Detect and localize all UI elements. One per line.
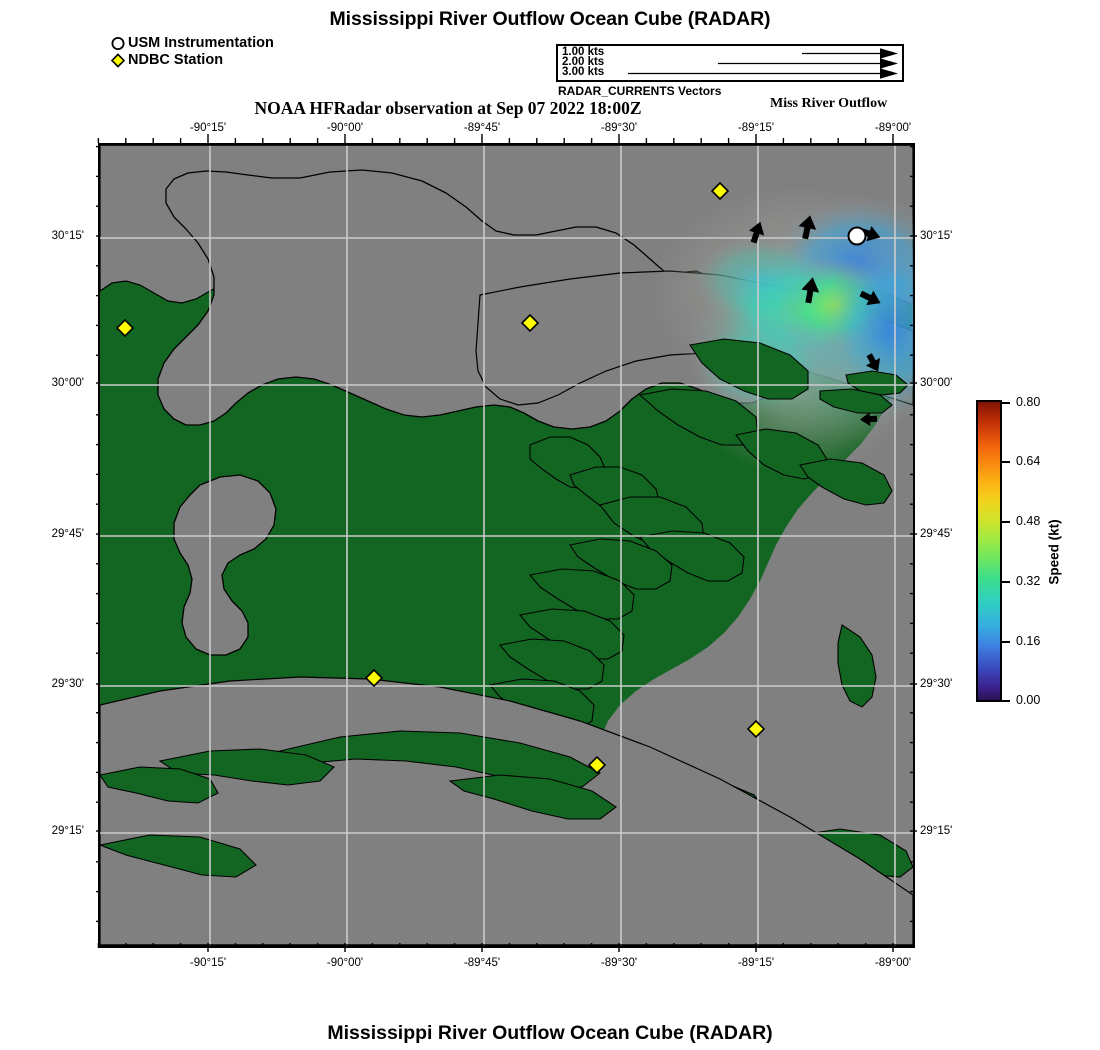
vector-legend-row-3: 3.00 kts: [558, 66, 902, 79]
lat-label-left-0: 30°15': [51, 230, 84, 242]
lon-label-top-4: -89°15': [737, 122, 775, 134]
vector-arrow-2-icon: [718, 58, 898, 69]
lon-label-bottom-5: -89°00': [874, 957, 912, 969]
legend-label-usm: USM Instrumentation: [128, 35, 274, 51]
land-polygon-island-sw: [173, 474, 277, 656]
map-subtitle: NOAA HFRadar observation at Sep 07 2022 …: [254, 98, 642, 118]
current-vector-arrow: [749, 221, 765, 244]
colorbar-tick-0: [1002, 402, 1010, 404]
lon-label-bottom-1: -90°00': [326, 957, 364, 969]
page-title: Mississippi River Outflow Ocean Cube (RA…: [329, 8, 771, 30]
current-vector-arrow: [798, 215, 817, 240]
vector-legend-label-2: 2.00 kts: [562, 56, 605, 68]
colorbar-title: Speed (kt): [1046, 519, 1062, 585]
colorbar-tick-1: [1002, 461, 1010, 463]
vector-legend-label-1: 1.00 kts: [562, 46, 605, 58]
lat-label-right-0: 30°15': [920, 230, 953, 242]
gulf-water-gray: [220, 315, 913, 946]
ndbc-station-marker[interactable]: [746, 719, 766, 739]
lon-label-top-2: -89°45': [463, 122, 501, 134]
colorbar-label-1: 0.64: [1016, 454, 1041, 468]
usm-instrumentation-marker[interactable]: [847, 226, 867, 246]
station-markers[interactable]: [115, 181, 867, 775]
vector-legend-label-3: 3.00 kts: [562, 66, 605, 78]
current-vector-arrow: [860, 412, 878, 427]
colorbar-tick-5: [1002, 700, 1010, 702]
ndbc-station-marker[interactable]: [710, 181, 730, 201]
lon-label-top-3: -89°30': [600, 122, 638, 134]
colorbar-tick-3: [1002, 581, 1010, 583]
colorbar-label-0: 0.80: [1016, 395, 1041, 409]
lat-label-left-4: 29°15': [51, 825, 84, 837]
south-marsh: [100, 730, 617, 878]
lat-label-left-1: 30°00': [51, 377, 84, 389]
footer-title: Mississippi River Outflow Ocean Cube (RA…: [327, 1022, 773, 1044]
vector-scale-legend: 1.00 kts 2.00 kts 3.00 kts: [556, 44, 904, 82]
lat-label-right-1: 30°00': [920, 377, 953, 389]
lat-label-right-2: 29°45': [920, 528, 953, 540]
vector-legend-row-2: 2.00 kts: [558, 56, 902, 69]
lon-label-top-1: -90°00': [326, 122, 364, 134]
vector-arrow-1-icon: [802, 48, 898, 59]
legend-item-ndbc: NDBC Station: [110, 52, 274, 69]
colorbar-label-5: 0.00: [1016, 693, 1041, 707]
legend-item-usm: USM Instrumentation: [110, 35, 274, 52]
ndbc-station-marker[interactable]: [520, 313, 540, 333]
lon-label-bottom-0: -90°15': [189, 957, 227, 969]
current-vectors: [749, 215, 881, 427]
ndbc-station-marker[interactable]: [364, 668, 384, 688]
lat-label-left-3: 29°30': [51, 678, 84, 690]
vector-legend-caption: RADAR_CURRENTS Vectors: [558, 84, 722, 98]
lon-label-top-5: -89°00': [874, 122, 912, 134]
lon-label-top-0: -90°15': [189, 122, 227, 134]
lat-label-right-4: 29°15': [920, 825, 953, 837]
lon-label-bottom-3: -89°30': [600, 957, 638, 969]
lat-label-right-3: 29°30': [920, 678, 953, 690]
colorbar-label-4: 0.16: [1016, 634, 1041, 648]
current-vector-arrow: [859, 290, 881, 306]
current-vector-arrow: [865, 353, 881, 372]
lon-label-bottom-4: -89°15': [737, 957, 775, 969]
station-legend: USM Instrumentation NDBC Station: [110, 35, 274, 69]
graticule: [100, 145, 913, 946]
diamond-marker-icon: [110, 52, 128, 69]
colorbar-label-2: 0.48: [1016, 514, 1041, 528]
colorbar-gradient: [976, 400, 1002, 702]
lon-label-bottom-2: -89°45': [463, 957, 501, 969]
ndbc-station-marker[interactable]: [115, 318, 135, 338]
ndbc-station-marker[interactable]: [587, 755, 607, 775]
colorbar: 0.80 0.64 0.48 0.32 0.16 0.00 Speed (kt): [976, 392, 1096, 712]
region-label: Miss River Outflow: [770, 96, 888, 111]
circle-marker-icon: [110, 35, 128, 52]
legend-label-ndbc: NDBC Station: [128, 52, 224, 68]
lat-label-left-2: 29°45': [51, 528, 84, 540]
current-vector-arrow: [801, 277, 820, 304]
colorbar-tick-2: [1002, 521, 1010, 523]
usm-vicinity-marsh-2: [819, 388, 893, 414]
map-canvas[interactable]: [98, 143, 915, 948]
colorbar-tick-4: [1002, 641, 1010, 643]
vector-arrow-3-icon: [628, 68, 898, 79]
colorbar-label-3: 0.32: [1016, 574, 1041, 588]
vector-legend-row-1: 1.00 kts: [558, 46, 902, 59]
southern-gulf-shore: [100, 676, 913, 946]
